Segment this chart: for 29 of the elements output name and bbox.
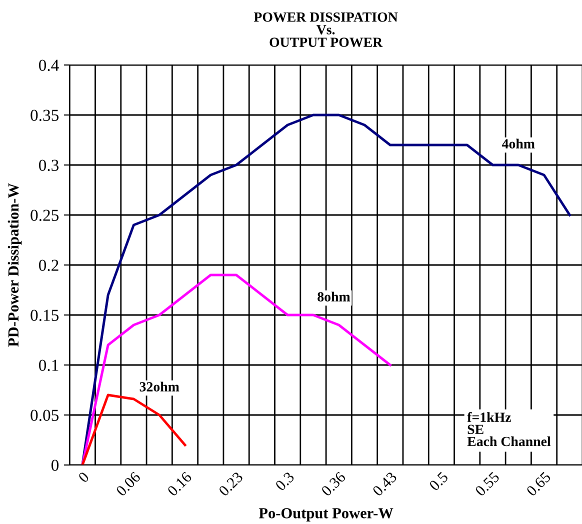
y-tick-label: 0.4 <box>38 60 59 72</box>
x-tick-label: 0.3 <box>274 471 295 492</box>
x-axis-title: Po-Output Power-W <box>258 508 394 522</box>
y-tick-label: 0.05 <box>30 410 59 422</box>
series-label: 32ohm <box>140 382 180 392</box>
line-series <box>81 114 571 465</box>
annotation: f=1kHz SE Each Channel <box>467 412 551 446</box>
x-tick-label: 0.36 <box>320 471 346 497</box>
chart-title: POWER DISSIPATION Vs. OUTPUT POWER <box>254 12 398 48</box>
x-tick-label: 0 <box>78 471 90 484</box>
x-tick-label: 0.5 <box>428 471 449 492</box>
x-tick-label: 0.06 <box>116 471 142 497</box>
series-label: 8ohm <box>318 292 350 302</box>
y-tick-label: 0 <box>51 460 59 471</box>
x-tick-label: 0.43 <box>372 471 398 497</box>
x-tick-label: 0.55 <box>474 471 500 497</box>
y-tick-label: 0.1 <box>38 360 58 372</box>
line-series <box>81 274 392 465</box>
y-tick-label: 0.35 <box>30 110 59 122</box>
y-tick-label: 0.3 <box>38 160 59 172</box>
y-axis-title: PD-Power Dissipation-W <box>8 183 22 347</box>
x-tick-label: 0.23 <box>218 471 244 497</box>
x-tick-label: 0.16 <box>166 471 192 497</box>
y-tick-label: 0.15 <box>30 310 59 322</box>
y-tick-label: 0.25 <box>30 210 59 222</box>
line-series <box>81 394 186 465</box>
series-label: 4ohm <box>502 138 535 148</box>
y-tick-label: 0.2 <box>38 260 58 272</box>
x-tick-label: 0.65 <box>526 471 552 497</box>
